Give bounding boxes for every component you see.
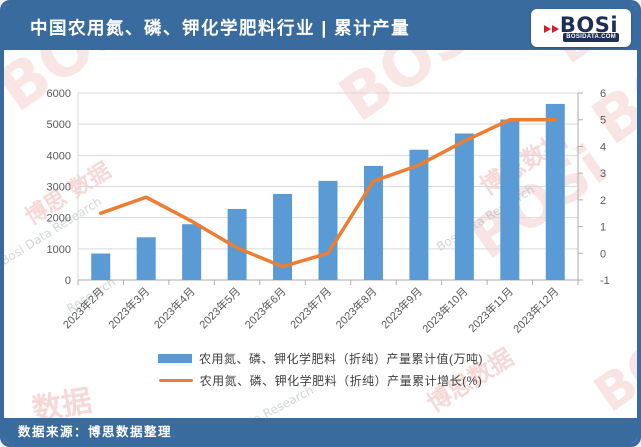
bar-series-swatch [158,354,192,363]
y-axis-right-label: 0 [600,248,606,260]
bar [363,165,383,280]
x-axis-label: 2023年6月 [242,284,289,331]
bar [136,237,156,280]
y-axis-left-label: 5000 [47,119,71,131]
combo-chart: 0 1000 2000 3000 4000 5000 6000 -1 0 1 2 3 4 5 6 2023年2… [47,88,610,336]
chart-legend: 农用氮、磷、钾化学肥料（折纯）产量累计值(万吨) 农用氮、磷、钾化学肥料（折纯）… [4,350,637,389]
bar [545,103,565,281]
logo-triangle-icon [551,25,559,33]
y-axis-left-label: 4000 [47,150,71,162]
y-axis-right-label: 6 [600,88,606,100]
logo-wordmark: BOSi [559,12,619,37]
legend-label-production: 农用氮、磷、钾化学肥料（折纯）产量累计值(万吨) [199,352,483,366]
logo-site-text: BOSIDATA.COM [563,32,619,42]
source-text: 数据来源：博思数据整理 [18,425,173,439]
x-axis-label: 2023年12月 [510,284,561,335]
growth-line [98,117,558,269]
line-series-swatch [158,379,193,382]
x-axis-label: 2023年5月 [196,284,243,331]
x-axis-label: 2023年8月 [332,284,379,331]
bar [318,180,338,280]
y-axis-left-label: 3000 [47,182,71,194]
title-bar: 中国农用氮、磷、钾化学肥料行业 | 累计产量 BOSi BOSIDATA.COM [4,4,637,50]
y-axis-right-label: 4 [600,141,606,153]
source-bar: 数据来源：博思数据整理 [4,418,637,443]
x-axis-label: 2023年2月 [60,284,107,331]
legend-item-growth: 农用氮、磷、钾化学肥料（折纯）产量累计增长(%) [158,372,483,389]
bar [227,208,247,280]
y-axis-left-label: 2000 [47,213,71,225]
bar [409,149,429,280]
chart-area: 0 1000 2000 3000 4000 5000 6000 -1 0 1 2 3 4 5 6 2023年2… [4,50,637,389]
bosi-logo: BOSi BOSIDATA.COM [531,9,631,47]
bar [454,133,474,280]
bar [273,193,293,280]
x-axis-label: 2023年11月 [465,284,516,335]
logo-triangle-icon [543,25,551,33]
legend-label-growth: 农用氮、磷、钾化学肥料（折纯）产量累计增长(%) [199,374,483,388]
y-axis-right-label: 2 [600,195,606,207]
chart-title: 中国农用氮、磷、钾化学肥料行业 | 累计产量 [30,17,411,38]
y-axis-left-label: 0 [65,275,71,287]
bar [91,253,111,280]
x-axis-label: 2023年10月 [419,284,470,335]
bar [500,119,520,280]
logo-wordmark-row: BOSi [543,12,619,37]
y-axis-right-label: 5 [600,115,606,127]
y-axis-left-label: 6000 [47,88,71,100]
y-axis-right-label: -1 [600,275,610,287]
x-axis-label: 2023年7月 [287,284,334,331]
y-axis-right-label: 3 [600,168,606,180]
bar [182,224,202,280]
x-axis-label: 2023年3月 [105,284,152,331]
x-axis-label: 2023年9月 [378,284,425,331]
y-axis-right-label: 1 [600,222,606,234]
y-axis-left-label: 1000 [47,244,71,256]
legend-item-production: 农用氮、磷、钾化学肥料（折纯）产量累计值(万吨) [158,350,483,367]
x-axis-label: 2023年4月 [151,284,198,331]
